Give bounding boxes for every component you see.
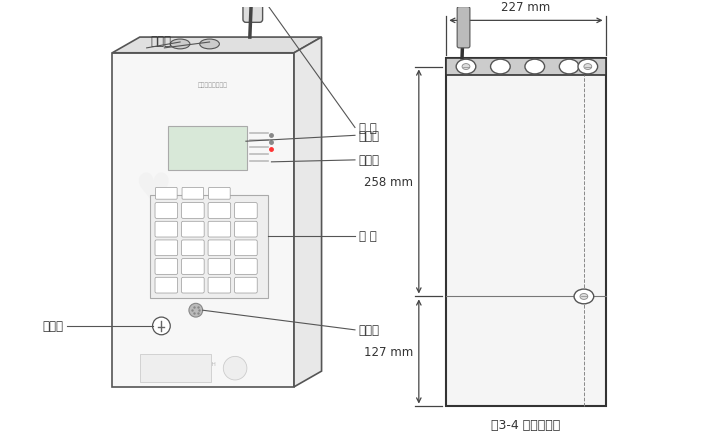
- FancyBboxPatch shape: [457, 7, 470, 49]
- FancyBboxPatch shape: [182, 188, 203, 200]
- Circle shape: [189, 304, 203, 317]
- Bar: [140, 355, 210, 382]
- Text: 258 mm: 258 mm: [364, 176, 413, 188]
- FancyBboxPatch shape: [181, 222, 204, 237]
- FancyBboxPatch shape: [234, 259, 257, 275]
- Ellipse shape: [584, 64, 592, 70]
- FancyBboxPatch shape: [168, 127, 247, 170]
- Ellipse shape: [525, 60, 544, 75]
- Bar: [446, 59, 606, 76]
- FancyBboxPatch shape: [208, 222, 231, 237]
- Text: 进线口: 进线口: [150, 36, 171, 48]
- Ellipse shape: [462, 64, 470, 70]
- Text: ARCTECH: ARCTECH: [189, 362, 217, 366]
- Text: 蜂鸣器: 蜂鸣器: [359, 324, 380, 337]
- Ellipse shape: [491, 60, 510, 75]
- FancyBboxPatch shape: [208, 259, 231, 275]
- FancyBboxPatch shape: [155, 203, 178, 219]
- Ellipse shape: [559, 60, 579, 75]
- Ellipse shape: [200, 40, 220, 50]
- FancyBboxPatch shape: [155, 222, 178, 237]
- FancyBboxPatch shape: [243, 0, 263, 23]
- Text: 指示灯: 指示灯: [359, 154, 380, 167]
- FancyBboxPatch shape: [155, 188, 177, 200]
- FancyBboxPatch shape: [208, 188, 230, 200]
- Circle shape: [152, 317, 170, 335]
- Text: 显示屏: 显示屏: [359, 129, 380, 142]
- FancyBboxPatch shape: [155, 240, 178, 256]
- FancyBboxPatch shape: [155, 259, 178, 275]
- Text: 面板锁: 面板锁: [42, 320, 63, 332]
- Bar: [150, 196, 268, 299]
- Text: ♥: ♥: [134, 170, 172, 212]
- FancyBboxPatch shape: [181, 240, 204, 256]
- Circle shape: [223, 357, 247, 380]
- Ellipse shape: [574, 289, 594, 304]
- Ellipse shape: [170, 40, 190, 50]
- Polygon shape: [112, 38, 321, 54]
- Bar: [112, 54, 294, 387]
- FancyBboxPatch shape: [234, 203, 257, 219]
- FancyBboxPatch shape: [208, 203, 231, 219]
- Text: 127 mm: 127 mm: [364, 345, 413, 358]
- Ellipse shape: [578, 60, 598, 75]
- Ellipse shape: [456, 60, 476, 75]
- Text: 用户信息传输装置: 用户信息传输装置: [198, 82, 227, 88]
- Text: 图3-4 后面板孔距: 图3-4 后面板孔距: [491, 418, 561, 431]
- FancyBboxPatch shape: [181, 278, 204, 293]
- FancyBboxPatch shape: [234, 222, 257, 237]
- FancyBboxPatch shape: [208, 278, 231, 293]
- FancyBboxPatch shape: [208, 240, 231, 256]
- Text: 按 键: 按 键: [359, 230, 376, 243]
- FancyBboxPatch shape: [181, 259, 204, 275]
- FancyBboxPatch shape: [234, 278, 257, 293]
- Text: 227 mm: 227 mm: [501, 1, 551, 14]
- Polygon shape: [294, 38, 321, 387]
- FancyBboxPatch shape: [234, 240, 257, 256]
- Text: 天 线: 天 线: [359, 122, 376, 135]
- Bar: [446, 59, 606, 407]
- FancyBboxPatch shape: [181, 203, 204, 219]
- Ellipse shape: [580, 294, 588, 300]
- FancyBboxPatch shape: [155, 278, 178, 293]
